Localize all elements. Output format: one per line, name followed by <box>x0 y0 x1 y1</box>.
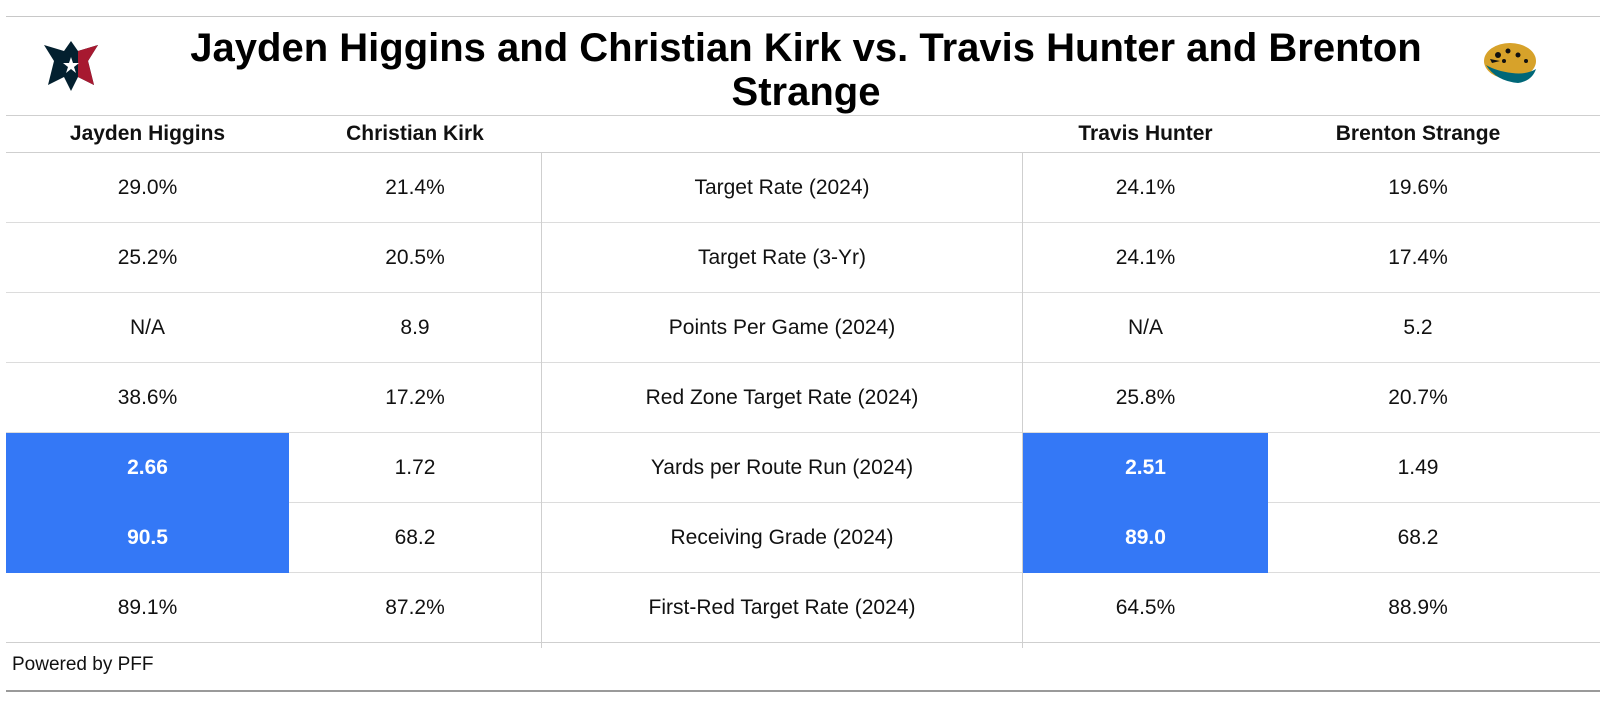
cell-brenton-strange: 5.2 <box>1403 316 1433 339</box>
cell-metric: Yards per Route Run (2024) <box>650 456 914 479</box>
table-row: 29.0% 21.4% Target Rate (2024) 24.1% 19.… <box>6 153 1600 223</box>
column-header-jayden-higgins: Jayden Higgins <box>69 122 226 145</box>
cell-metric: Target Rate (2024) <box>694 176 870 199</box>
comparison-table: Jayden Higgins and Christian Kirk vs. Tr… <box>6 16 1600 692</box>
cell-jayden-higgins: N/A <box>129 316 165 339</box>
cell-christian-kirk: 1.72 <box>394 456 436 479</box>
cell-travis-hunter: N/A <box>1127 316 1163 339</box>
column-divider-left <box>541 153 542 648</box>
cell-travis-hunter: 24.1% <box>1115 176 1176 199</box>
column-divider-right <box>1022 153 1023 648</box>
cell-brenton-strange: 17.4% <box>1388 246 1448 269</box>
cell-christian-kirk: 20.5% <box>385 246 445 269</box>
cell-brenton-strange: 19.6% <box>1388 176 1448 199</box>
cell-metric: Target Rate (3-Yr) <box>697 246 867 269</box>
cell-christian-kirk: 87.2% <box>385 596 445 619</box>
cell-travis-hunter: 25.8% <box>1115 386 1176 409</box>
cell-travis-hunter: 64.5% <box>1115 596 1176 619</box>
chart-title: Jayden Higgins and Christian Kirk vs. Tr… <box>190 26 1422 114</box>
cell-travis-hunter: 2.51 <box>1023 433 1268 503</box>
cell-jayden-higgins: 38.6% <box>117 386 178 409</box>
column-header-brenton-strange: Brenton Strange <box>1335 122 1501 145</box>
cell-travis-hunter: 24.1% <box>1115 246 1176 269</box>
jacksonville-jaguars-logo <box>1484 43 1536 83</box>
table-row: 25.2% 20.5% Target Rate (3-Yr) 24.1% 17.… <box>6 223 1600 293</box>
cell-jayden-higgins: 89.1% <box>117 596 178 619</box>
table-row: 38.6% 17.2% Red Zone Target Rate (2024) … <box>6 363 1600 433</box>
cell-travis-hunter: 89.0 <box>1023 503 1268 573</box>
column-header-row: Jayden Higgins Christian Kirk Travis Hun… <box>6 116 1600 153</box>
cell-christian-kirk: 8.9 <box>400 316 430 339</box>
cell-christian-kirk: 21.4% <box>385 176 445 199</box>
cell-jayden-higgins: 25.2% <box>117 246 178 269</box>
table-body: 29.0% 21.4% Target Rate (2024) 24.1% 19.… <box>6 153 1600 648</box>
column-header-travis-hunter: Travis Hunter <box>1078 122 1213 145</box>
cell-jayden-higgins: 29.0% <box>117 176 178 199</box>
cell-brenton-strange: 20.7% <box>1388 386 1448 409</box>
cell-metric: Points Per Game (2024) <box>668 316 896 339</box>
cell-metric: Red Zone Target Rate (2024) <box>645 386 919 409</box>
cell-christian-kirk: 68.2 <box>394 526 436 549</box>
cell-metric: First-Red Target Rate (2024) <box>648 596 916 619</box>
cell-christian-kirk: 17.2% <box>385 386 445 409</box>
houston-texans-logo <box>44 41 98 91</box>
table-row: 2.66 1.72 Yards per Route Run (2024) 2.5… <box>6 433 1600 503</box>
cell-jayden-higgins: 2.66 <box>6 433 289 503</box>
table-row: N/A 8.9 Points Per Game (2024) N/A 5.2 <box>6 293 1600 363</box>
cell-brenton-strange: 1.49 <box>1397 456 1439 479</box>
cell-brenton-strange: 88.9% <box>1388 596 1448 619</box>
powered-by-footer: Powered by PFF <box>12 654 154 675</box>
cell-jayden-higgins: 90.5 <box>6 503 289 573</box>
table-row: 90.5 68.2 Receiving Grade (2024) 89.0 68… <box>6 503 1600 573</box>
cell-metric: Receiving Grade (2024) <box>670 526 894 549</box>
column-header-christian-kirk: Christian Kirk <box>346 122 484 145</box>
table-row: 89.1% 87.2% First-Red Target Rate (2024)… <box>6 573 1600 643</box>
table-header: Jayden Higgins and Christian Kirk vs. Tr… <box>6 17 1600 116</box>
cell-brenton-strange: 68.2 <box>1397 526 1439 549</box>
column-header-metric <box>541 116 1023 152</box>
